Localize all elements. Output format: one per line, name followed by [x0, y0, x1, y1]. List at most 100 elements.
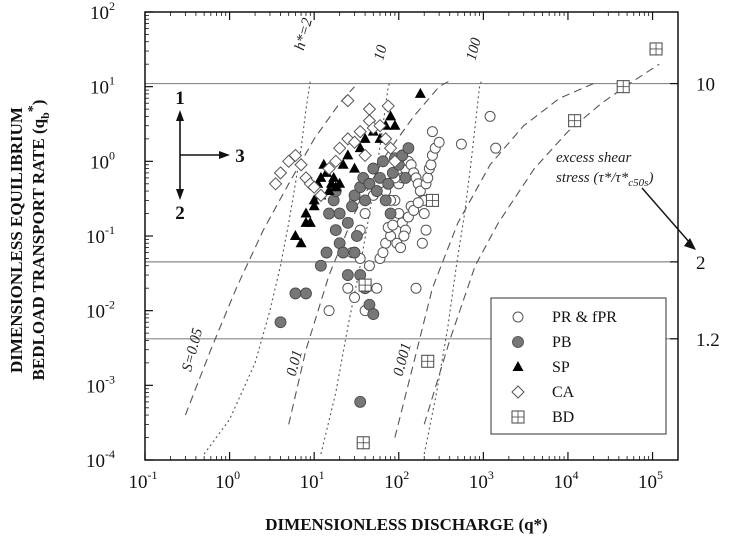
point-gray-circle-39	[354, 395, 367, 408]
point-filled-triangle-15	[342, 149, 354, 160]
point-filled-triangle-18	[359, 132, 371, 143]
point-open-diamond-20	[383, 141, 398, 155]
point-filled-triangle-2	[300, 207, 312, 218]
point-open-circle-53	[377, 247, 389, 259]
point-filled-triangle-17	[354, 142, 366, 153]
point-boxed-plus-4	[421, 354, 435, 368]
point-open-diamond-3	[288, 148, 303, 163]
point-gray-circle-36	[348, 246, 361, 259]
point-open-diamond-21	[388, 154, 402, 169]
point-open-circle-5	[371, 282, 383, 294]
point-open-circle-27	[433, 136, 445, 148]
point-open-diamond-24	[381, 99, 395, 113]
legend-label-2: SP	[552, 359, 570, 376]
point-open-diamond-1	[273, 166, 288, 180]
legend-marker-4	[511, 410, 525, 424]
point-boxed-plus-0	[649, 42, 663, 56]
direction-label-2: 2	[175, 203, 185, 224]
legend-marker-3	[511, 385, 525, 399]
legend-marker-2	[512, 361, 524, 371]
point-gray-circle-9	[337, 246, 350, 259]
legend-label-1: PB	[552, 334, 572, 351]
depth-label-2: 100	[464, 36, 485, 62]
y-tick-label-5: 101	[90, 74, 115, 99]
point-gray-circle-0	[274, 316, 287, 329]
slope-curve-2	[394, 83, 594, 438]
point-open-diamond-8	[314, 188, 328, 203]
legend-marker-0	[512, 311, 524, 323]
x-tick-label-4: 103	[469, 468, 494, 493]
direction-arrowhead-down	[176, 189, 184, 200]
point-open-circle-0	[323, 305, 335, 317]
point-boxed-plus-6	[356, 436, 370, 450]
slope-curve-3	[423, 63, 660, 425]
point-gray-circle-19	[370, 185, 383, 197]
x-tick-label-5: 104	[553, 468, 578, 493]
point-boxed-plus-1	[616, 80, 630, 94]
point-gray-circle-18	[367, 162, 380, 175]
point-open-circle-57	[395, 242, 407, 254]
axis-ticks	[144, 11, 679, 461]
x-tick-label-2: 101	[300, 468, 325, 493]
point-gray-circle-2	[300, 287, 312, 300]
point-gray-circle-16	[359, 194, 372, 207]
point-open-diamond-11	[332, 141, 347, 155]
excess-shear-arrowhead	[684, 238, 696, 250]
point-gray-circle-1	[289, 287, 302, 300]
point-gray-circle-24	[384, 207, 397, 220]
point-gray-circle-37	[333, 207, 346, 220]
y-tick-label-1: 10-3	[86, 372, 115, 397]
point-open-circle-4	[363, 260, 375, 272]
point-open-diamond-22	[341, 93, 355, 108]
point-gray-circle-21	[377, 155, 389, 168]
slope-label-1: 0.01	[284, 348, 306, 377]
point-gray-circle-3	[314, 259, 327, 272]
data-points	[268, 42, 663, 450]
point-open-circle-48	[359, 208, 371, 220]
point-filled-triangle-0	[289, 230, 301, 240]
right-axis-label-2: 1.2	[696, 330, 720, 351]
point-filled-triangle-11	[328, 171, 340, 182]
point-open-circle-41	[490, 142, 502, 154]
point-filled-triangle-1	[295, 237, 307, 248]
point-gray-circle-11	[346, 200, 358, 213]
point-gray-circle-20	[374, 171, 386, 184]
point-open-diamond-14	[353, 124, 367, 139]
point-open-diamond-15	[358, 148, 372, 163]
point-open-diamond-13	[347, 135, 362, 149]
point-gray-circle-35	[341, 269, 354, 281]
point-gray-circle-7	[329, 224, 342, 236]
point-open-diamond-9	[322, 161, 336, 176]
point-filled-triangle-24	[414, 87, 426, 98]
slope-label-0: S=0.05	[179, 326, 206, 373]
point-filled-triangle-26	[308, 200, 320, 211]
point-gray-circle-12	[348, 189, 361, 202]
x-tick-label-3: 102	[384, 468, 409, 493]
right-axis-label-1: 2	[696, 253, 706, 274]
point-filled-triangle-9	[323, 185, 335, 196]
point-filled-triangle-23	[389, 119, 401, 130]
point-open-diamond-18	[373, 119, 387, 133]
slope-curve-0	[184, 86, 355, 416]
y-axis-title-line2: BEDLOAD TRANSPORT RATE (qb*)	[26, 100, 52, 381]
point-open-circle-2	[349, 292, 361, 304]
point-open-circle-37	[416, 237, 428, 249]
depth-label-0: h*=2	[292, 16, 316, 52]
x-tick-label-1: 100	[215, 468, 240, 493]
direction-arrowhead-right	[219, 151, 230, 159]
point-gray-circle-13	[351, 230, 363, 242]
point-gray-circle-17	[363, 177, 376, 190]
y-tick-label-2: 10-2	[86, 298, 115, 323]
point-open-diamond-19	[378, 132, 393, 146]
depth-label-1: 10	[371, 43, 390, 62]
x-tick-label-6: 105	[638, 468, 663, 493]
y-tick-label-0: 10-4	[86, 447, 115, 472]
axis-labels: 10-1 100 101 102 103 104 10510-410-310-210-110…	[7, 0, 720, 534]
y-tick-label-3: 10-1	[86, 223, 115, 248]
x-axis-title: DIMENSIONLESS DISCHARGE (q*)	[265, 515, 547, 534]
point-boxed-plus-3	[425, 193, 439, 207]
point-open-circle-35	[418, 208, 430, 220]
legend-marker-1	[512, 336, 524, 348]
point-filled-triangle-13	[334, 177, 346, 188]
excess-shear-label-2: stress (τ*/τ*c50s)	[556, 170, 653, 189]
